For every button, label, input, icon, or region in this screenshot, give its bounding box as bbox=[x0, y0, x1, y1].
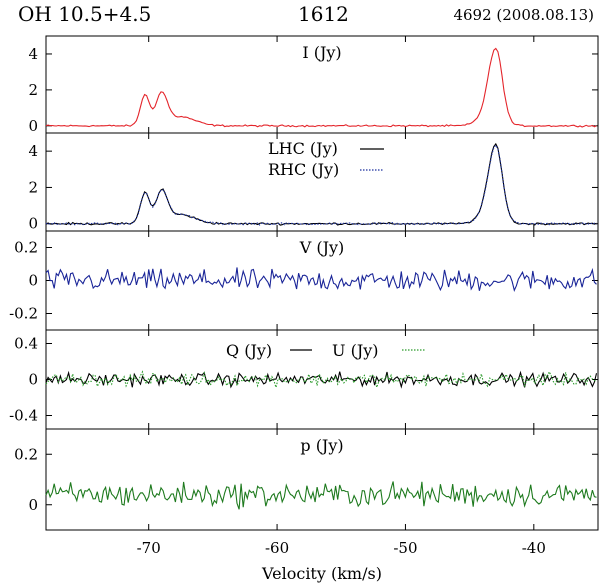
panel-label-q: Q (Jy) bbox=[226, 341, 272, 360]
y-tick-label-V: 0 bbox=[28, 272, 38, 290]
panel-label-rhc: RHC (Jy) bbox=[268, 160, 339, 179]
y-tick-label-p: 0 bbox=[28, 496, 38, 514]
x-tick-label: -60 bbox=[265, 539, 289, 557]
panel-label-V: V (Jy) bbox=[299, 238, 345, 257]
panel-label-u: U (Jy) bbox=[332, 341, 379, 360]
frequency-label: 1612 bbox=[298, 2, 349, 26]
panel-label-lhc: LHC (Jy) bbox=[268, 139, 338, 158]
x-tick-label: -70 bbox=[137, 539, 161, 557]
series-line-QU-0 bbox=[45, 370, 598, 389]
panel-frame-p bbox=[45, 428, 599, 531]
series-line-V-0 bbox=[45, 267, 597, 292]
panel-label-p: p (Jy) bbox=[300, 436, 343, 455]
y-tick-label-LR: 2 bbox=[28, 178, 38, 196]
x-tick-label: -40 bbox=[522, 539, 546, 557]
y-tick-label-QU: 0.4 bbox=[14, 335, 38, 353]
y-tick-label-V: -0.2 bbox=[9, 305, 38, 323]
y-tick-label-QU: -0.4 bbox=[9, 407, 38, 425]
x-axis-label: Velocity (km/s) bbox=[261, 564, 382, 583]
y-tick-label-p: 0.2 bbox=[14, 445, 38, 463]
panel-label-I: I (Jy) bbox=[302, 43, 341, 62]
y-tick-label-LR: 4 bbox=[28, 142, 38, 160]
y-tick-label-LR: 0 bbox=[28, 215, 38, 233]
observation-label: 4692 (2008.08.13) bbox=[453, 6, 594, 24]
y-tick-label-I: 2 bbox=[28, 81, 38, 99]
series-line-QU-1 bbox=[45, 370, 597, 390]
series-line-LR-1 bbox=[45, 144, 597, 226]
series-line-I-0 bbox=[45, 47, 597, 128]
y-tick-label-I: 0 bbox=[28, 117, 38, 135]
object-name: OH 10.5+4.5 bbox=[18, 2, 152, 26]
x-tick-label: -50 bbox=[393, 539, 417, 557]
y-tick-label-I: 4 bbox=[28, 45, 38, 63]
series-line-p-0 bbox=[45, 481, 597, 510]
y-tick-label-QU: 0 bbox=[28, 371, 38, 389]
y-tick-label-V: 0.2 bbox=[14, 239, 38, 257]
